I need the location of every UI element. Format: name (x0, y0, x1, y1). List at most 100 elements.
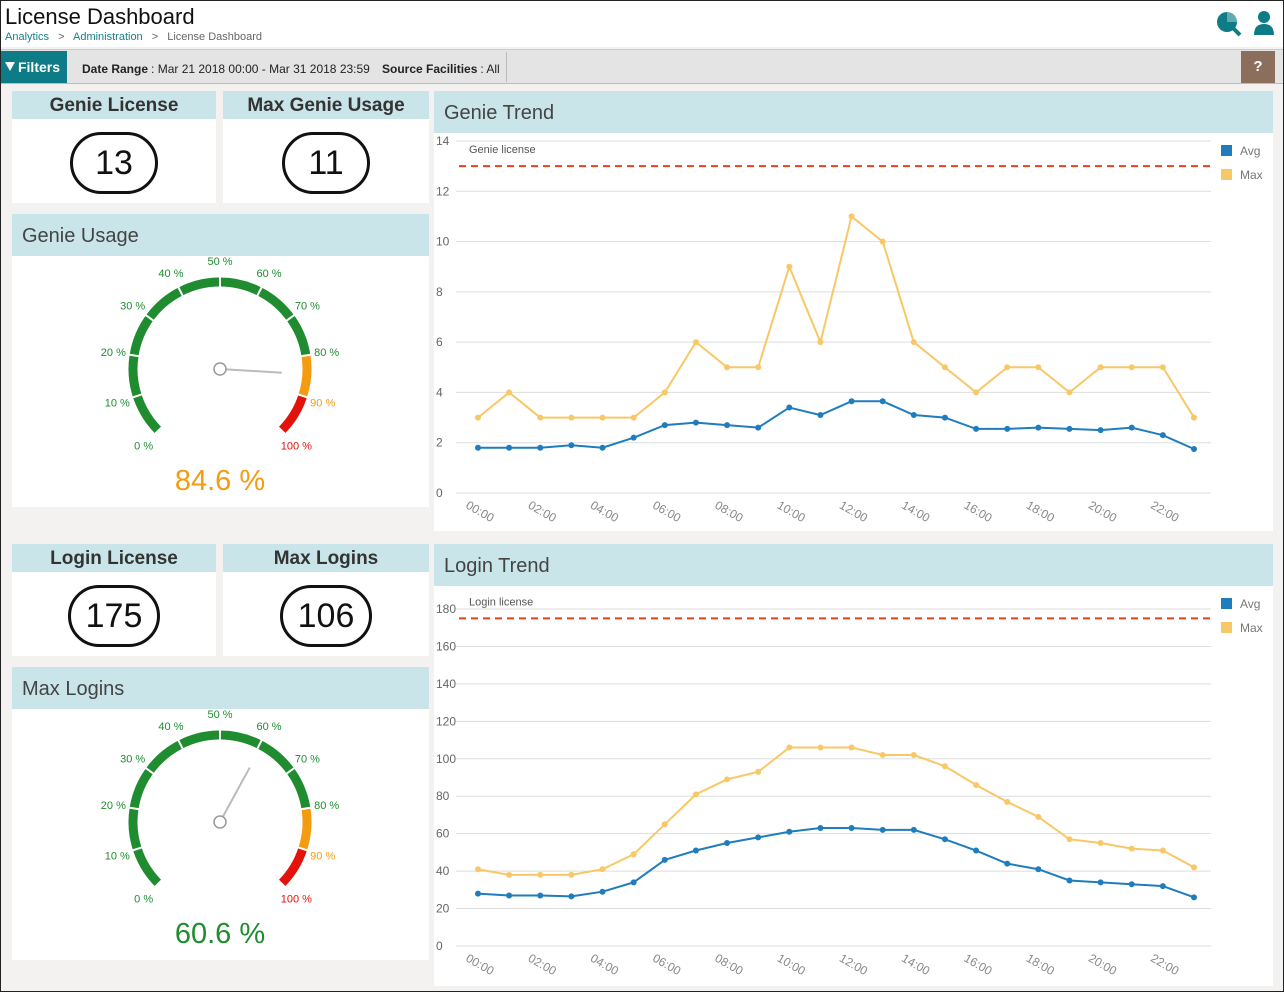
filters-button[interactable]: Filters (1, 51, 67, 83)
y-tick-label: 180 (436, 602, 456, 616)
data-point (692, 339, 699, 346)
user-icon[interactable] (1254, 11, 1274, 35)
header: License Dashboard Analytics > Administra… (1, 1, 1283, 47)
data-point (599, 444, 606, 451)
y-tick-label: 120 (436, 714, 456, 728)
gauge-tick-label: 50 % (207, 709, 232, 721)
gauge-tick-label: 50 % (207, 256, 232, 268)
data-point (941, 364, 948, 371)
data-point (755, 424, 762, 431)
data-point (910, 826, 917, 833)
line-panel: Genie Trend 0 2 4 6 8 10 12 14 00:00 02:00 04:00 06:… (434, 91, 1273, 531)
data-point (724, 840, 731, 847)
data-point (692, 419, 699, 426)
data-point (537, 871, 544, 878)
data-point (475, 890, 481, 897)
help-button[interactable]: ? (1241, 51, 1275, 83)
data-point (506, 871, 513, 878)
y-tick-label: 0 (436, 486, 443, 500)
data-point (630, 434, 637, 441)
data-point (599, 414, 606, 421)
source-facilities: Source Facilities: All (382, 62, 500, 76)
gauge-hub (213, 815, 227, 829)
breadcrumb-link[interactable]: Analytics (5, 31, 50, 43)
date-range: Date Range: Mar 21 2018 00:00 - Mar 31 2… (82, 62, 370, 76)
tools-icon[interactable] (1217, 12, 1242, 37)
data-point (879, 398, 886, 405)
gauge-tick (299, 806, 313, 811)
kpi-body: 11 (223, 119, 429, 194)
kpi-body: 175 (12, 572, 216, 647)
gauge-chart: 0 % 10 % 20 % 30 % 40 % 50 % 60 % 70 % 80 % 90 % 1… (101, 256, 340, 497)
data-point (506, 389, 513, 396)
gauge-band (298, 807, 312, 851)
data-point (724, 364, 731, 371)
gauge-tick-label: 80 % (314, 800, 339, 812)
gauge-tick-label: 20 % (101, 347, 126, 359)
gauge-tick (284, 313, 296, 323)
legend-swatch (1221, 169, 1232, 180)
breadcrumb-separator: > (58, 31, 65, 43)
gauge-tick-label: 90 % (310, 397, 335, 409)
reference-label: Genie license (469, 144, 536, 156)
data-point (848, 213, 855, 220)
data-point (1066, 389, 1073, 396)
data-point (1097, 840, 1104, 847)
data-point (1035, 813, 1042, 820)
data-point (1191, 414, 1197, 421)
data-point (879, 826, 886, 833)
legend-swatch (1221, 145, 1232, 156)
data-point (537, 414, 544, 421)
data-point (1159, 364, 1166, 371)
gauge-tick (176, 285, 185, 298)
data-point (568, 893, 575, 900)
legend-label: Max (1240, 168, 1263, 182)
data-point (1097, 427, 1104, 434)
series-line (477, 827, 1195, 899)
data-point (1128, 881, 1135, 888)
x-tick-label: 08:00 (713, 498, 746, 525)
gauge-tick-label: 80 % (314, 347, 339, 359)
legend-label: Max (1240, 621, 1263, 635)
data-point (755, 364, 762, 371)
data-point (1035, 424, 1042, 431)
y-tick-label: 8 (436, 285, 443, 299)
breadcrumbs: Analytics > Administration > License Das… (5, 31, 268, 43)
data-point (1066, 836, 1073, 843)
data-point (817, 339, 824, 346)
data-point (941, 763, 948, 770)
gauge-tick-label: 70 % (295, 301, 320, 313)
breadcrumb-link[interactable]: Administration (72, 31, 143, 43)
data-point (475, 414, 481, 421)
data-point (1191, 446, 1197, 452)
panel-title: Genie Trend (434, 91, 1273, 133)
filter-bar: Filters Date Range: Mar 21 2018 00:00 - … (1, 49, 1283, 84)
x-tick-label: 18:00 (1024, 951, 1057, 978)
data-point (786, 744, 793, 751)
x-tick-label: 20:00 (1086, 951, 1119, 978)
data-point (910, 339, 917, 346)
series-line (477, 214, 1195, 419)
gauge-tick-label: 60 % (256, 721, 281, 733)
x-tick-label: 08:00 (713, 951, 746, 978)
kpi-value: 106 (279, 585, 373, 647)
gauge-tick (131, 846, 144, 852)
gauge-tick-label: 20 % (101, 800, 126, 812)
data-point (755, 768, 762, 775)
page-title: License Dashboard (5, 4, 195, 29)
data-point (475, 444, 481, 451)
data-point (1191, 894, 1197, 901)
kpi-body: 106 (223, 572, 429, 647)
gauge-tick (296, 846, 309, 852)
data-point (692, 791, 699, 798)
data-point (941, 414, 948, 421)
y-tick-label: 60 (436, 827, 450, 841)
y-tick-label: 10 (436, 235, 450, 249)
gauge-tick-label: 90 % (310, 850, 335, 862)
data-point (973, 389, 980, 396)
y-tick-label: 40 (436, 864, 450, 878)
data-point (1035, 866, 1042, 873)
data-point (537, 892, 544, 899)
panel-title: Genie Usage (12, 214, 429, 256)
gauge-band (278, 394, 308, 434)
